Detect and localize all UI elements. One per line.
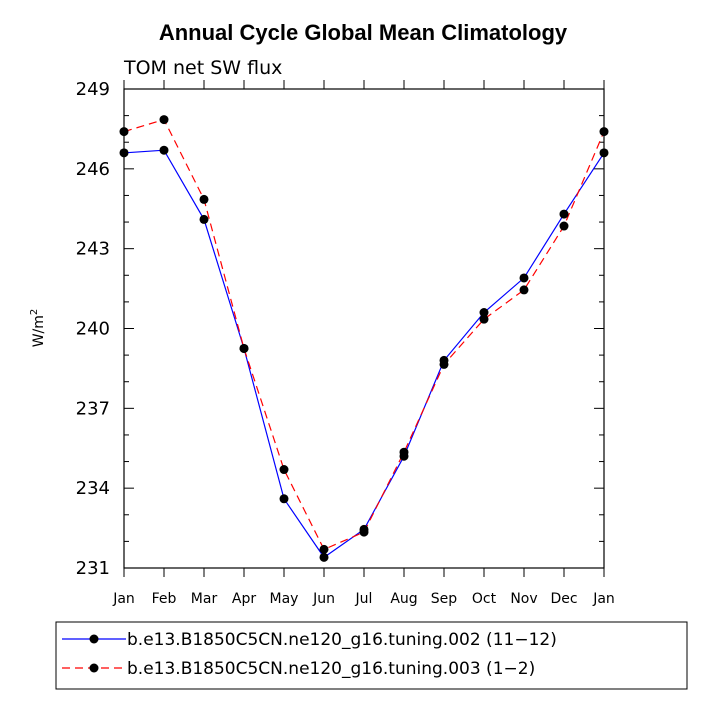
data-point-s0-9: [479, 308, 489, 318]
x-tick-labels: Jan Feb Mar Apr May Jun Jul Aug Sep Oct Nov Dec Jan: [112, 591, 615, 607]
data-point-s1-4: [279, 465, 289, 475]
series-lines: [123, 118, 605, 559]
x-tick-label: Apr: [232, 591, 256, 607]
data-point-s0-2: [199, 214, 209, 224]
legend-box: [55, 621, 688, 690]
series-points: [119, 115, 609, 562]
data-point-s1-7: [399, 447, 409, 457]
plot-frame: [123, 88, 605, 569]
data-point-s1-3: [239, 343, 249, 353]
data-point-s1-2: [199, 194, 209, 204]
data-point-s0-1: [159, 145, 169, 155]
x-tick-label: Jan: [592, 591, 615, 607]
y-tick-label: 240: [76, 319, 110, 340]
data-point-s1-6: [359, 527, 369, 537]
y-tick-labels: 231 234 237 240 243 246 249: [76, 79, 110, 579]
x-tick-label: Jun: [312, 591, 335, 607]
x-tick-label: Mar: [191, 591, 218, 607]
y-tick-label: 249: [76, 79, 110, 100]
y-tick-label: 234: [76, 478, 110, 499]
data-point-s0-10: [519, 273, 529, 283]
data-point-s1-1: [159, 115, 169, 125]
data-point-s1-5: [319, 544, 329, 554]
legend-label-0: b.e13.B1850C5CN.ne120_g16.tuning.002 (11…: [127, 630, 557, 650]
x-tick-label: Jan: [112, 591, 135, 607]
chart-subtitle: TOM net SW flux: [123, 57, 282, 79]
y-tick-label: 237: [76, 398, 110, 419]
legend: b.e13.B1850C5CN.ne120_g16.tuning.002 (11…: [55, 621, 688, 690]
data-point-s1-9: [479, 314, 489, 324]
y-axis-label-superscript: 2: [29, 309, 40, 315]
y-tick-label: 231: [76, 558, 110, 579]
x-tick-label: Sep: [431, 591, 458, 607]
legend-swatch-marker-1: [89, 663, 99, 673]
x-tick-label: Jul: [355, 591, 373, 607]
data-point-s1-8: [439, 359, 449, 369]
series-line-0: [123, 149, 605, 559]
y-axis-label: W/m2: [29, 309, 47, 348]
data-point-s0-5: [319, 552, 329, 562]
tick-marks: [123, 80, 605, 577]
data-point-s1-11: [559, 221, 569, 231]
chart-title: Annual Cycle Global Mean Climatology: [159, 20, 568, 45]
x-tick-label: Aug: [390, 591, 417, 607]
y-tick-label: 243: [76, 239, 110, 260]
data-point-s1-10: [519, 285, 529, 295]
legend-swatch-marker-0: [89, 634, 99, 644]
data-point-s0-4: [279, 494, 289, 504]
y-tick-label: 246: [76, 159, 110, 180]
legend-label-1: b.e13.B1850C5CN.ne120_g16.tuning.003 (1−…: [127, 659, 535, 679]
x-tick-label: Oct: [472, 591, 497, 607]
x-tick-label: May: [270, 591, 299, 607]
data-point-s0-11: [559, 209, 569, 219]
x-tick-label: Feb: [152, 591, 177, 607]
x-tick-label: Nov: [510, 591, 537, 607]
series-line-1: [123, 118, 605, 551]
x-tick-label: Dec: [550, 591, 577, 607]
